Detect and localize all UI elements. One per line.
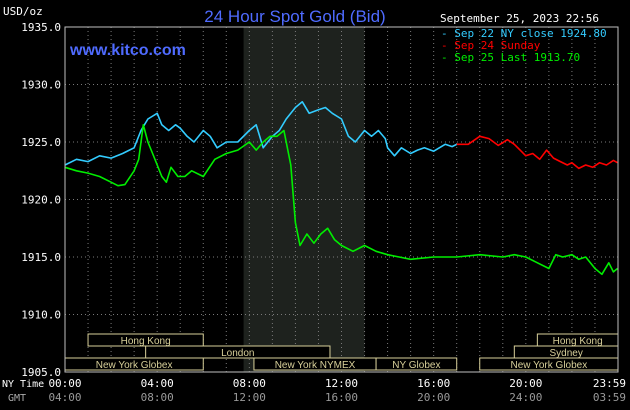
x-tick-label-ny: 23:59 — [593, 377, 626, 390]
x-row1-label: NY Time — [2, 379, 44, 390]
session-label: Sydney — [549, 348, 582, 359]
x-tick-label-gmt: 03:59 — [593, 391, 626, 404]
session-label: Hong Kong — [553, 336, 603, 347]
y-tick-label: 1915.0 — [21, 251, 61, 264]
series-line-0 — [64, 101, 458, 166]
session-box — [375, 357, 458, 371]
y-tick-label: 1935.0 — [21, 21, 61, 34]
timestamp: September 25, 2023 22:56 — [440, 12, 599, 25]
x-tick-label-ny: 08:00 — [233, 377, 266, 390]
x-row2-label: GMT — [8, 393, 26, 404]
session-label: NY Globex — [392, 360, 440, 371]
series-line-1 — [456, 135, 618, 170]
x-tick-label-gmt: 24:00 — [509, 391, 542, 404]
y-axis-label: USD/oz — [3, 5, 43, 18]
session-label: Hong Kong — [121, 336, 171, 347]
legend-entry: - Sep 22 NY close 1924.80 — [441, 27, 607, 40]
x-tick-label-gmt: 12:00 — [233, 391, 266, 404]
legend-entry: - Sep 25 Last 1913.70 — [441, 51, 580, 64]
y-tick-label: 1925.0 — [21, 136, 61, 149]
x-tick-label-gmt: 20:00 — [417, 391, 450, 404]
y-tick-label: 1930.0 — [21, 79, 61, 92]
x-tick-label-gmt: 16:00 — [325, 391, 358, 404]
x-tick-label-ny: 00:00 — [48, 377, 81, 390]
shaded-session-region — [243, 27, 365, 372]
x-tick-label-ny: 12:00 — [325, 377, 358, 390]
site-url: www.kitco.com — [69, 42, 186, 59]
plot-frame — [64, 26, 619, 373]
session-label: New York Globex — [511, 360, 588, 371]
session-label: New York Globex — [96, 360, 173, 371]
session-box — [145, 345, 331, 359]
session-label: London — [221, 348, 254, 359]
x-tick-label-ny: 04:00 — [141, 377, 174, 390]
x-tick-label-ny: 16:00 — [417, 377, 450, 390]
legend-entry: - Sep 24 Sunday — [441, 39, 541, 52]
x-tick-label-gmt: 08:00 — [141, 391, 174, 404]
y-tick-label: 1910.0 — [21, 309, 61, 322]
legend: - Sep 22 NY close 1924.80- Sep 24 Sunday… — [441, 27, 607, 64]
y-tick-label: 1920.0 — [21, 194, 61, 207]
session-label: New York NYMEX — [275, 360, 356, 371]
x-tick-label-ny: 20:00 — [509, 377, 542, 390]
y-tick-label: 1905.0 — [21, 366, 61, 379]
chart-title: 24 Hour Spot Gold (Bid) — [204, 7, 385, 26]
x-tick-label-gmt: 04:00 — [48, 391, 81, 404]
series-line-2 — [64, 124, 619, 276]
